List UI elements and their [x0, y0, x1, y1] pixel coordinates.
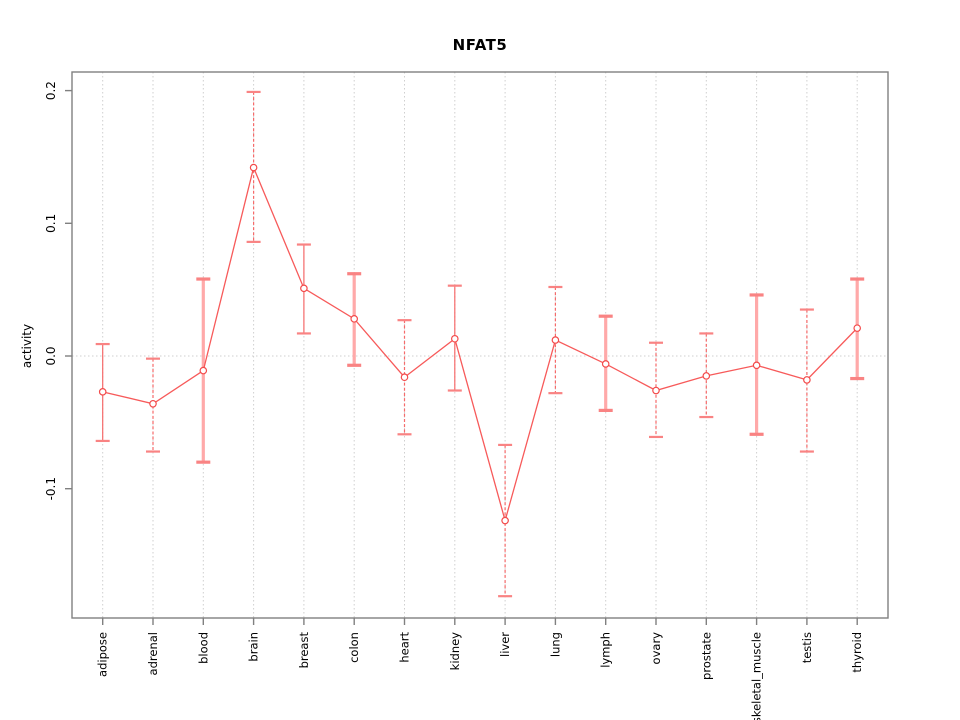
data-point-adrenal: [149, 399, 157, 408]
x-tick-label: colon: [347, 632, 361, 663]
y-tick-label: 0.1: [44, 214, 58, 233]
x-tick-label: liver: [498, 632, 512, 657]
x-tick-label: breast: [297, 632, 311, 669]
x-tick-label: blood: [196, 632, 210, 664]
data-point-lung: [551, 336, 560, 344]
data-point-brain: [249, 163, 258, 172]
x-tick-label: heart: [398, 632, 412, 663]
x-tick-label: thyroid: [850, 632, 864, 673]
x-tick-label: testis: [800, 632, 814, 663]
chart-title: NFAT5: [452, 36, 508, 54]
data-point-heart: [400, 373, 409, 382]
data-point-testis: [803, 376, 811, 384]
data-point-lymph: [601, 360, 610, 368]
y-tick-label: -0.1: [44, 477, 58, 500]
data-point-thyroid: [853, 324, 862, 332]
plot-frame: [71, 71, 889, 619]
x-tick-label: adipose: [96, 632, 110, 677]
x-tick-label: ovary: [649, 632, 663, 665]
x-tick-label: brain: [247, 632, 261, 662]
y-tick-label: 0.0: [44, 346, 58, 365]
data-point-blood: [199, 366, 208, 375]
data-point-liver: [501, 516, 509, 525]
x-tick-label: prostate: [699, 632, 713, 680]
x-tick-label: skeletal_muscle: [750, 632, 764, 720]
data-point-prostate: [702, 372, 711, 380]
data-point-colon: [350, 315, 359, 323]
data-point-ovary: [652, 386, 660, 395]
data-point-adipose: [98, 388, 107, 396]
x-tick-label: kidney: [448, 632, 462, 671]
x-tick-label: lung: [548, 632, 562, 657]
data-point-breast: [300, 284, 308, 293]
x-tick-label: lymph: [599, 632, 613, 668]
data-point-kidney: [450, 334, 459, 343]
series-line: [102, 165, 858, 523]
data-point-skeletal_muscle: [752, 361, 761, 370]
y-tick-label: 0.2: [44, 81, 58, 100]
x-tick-label: adrenal: [146, 632, 160, 675]
